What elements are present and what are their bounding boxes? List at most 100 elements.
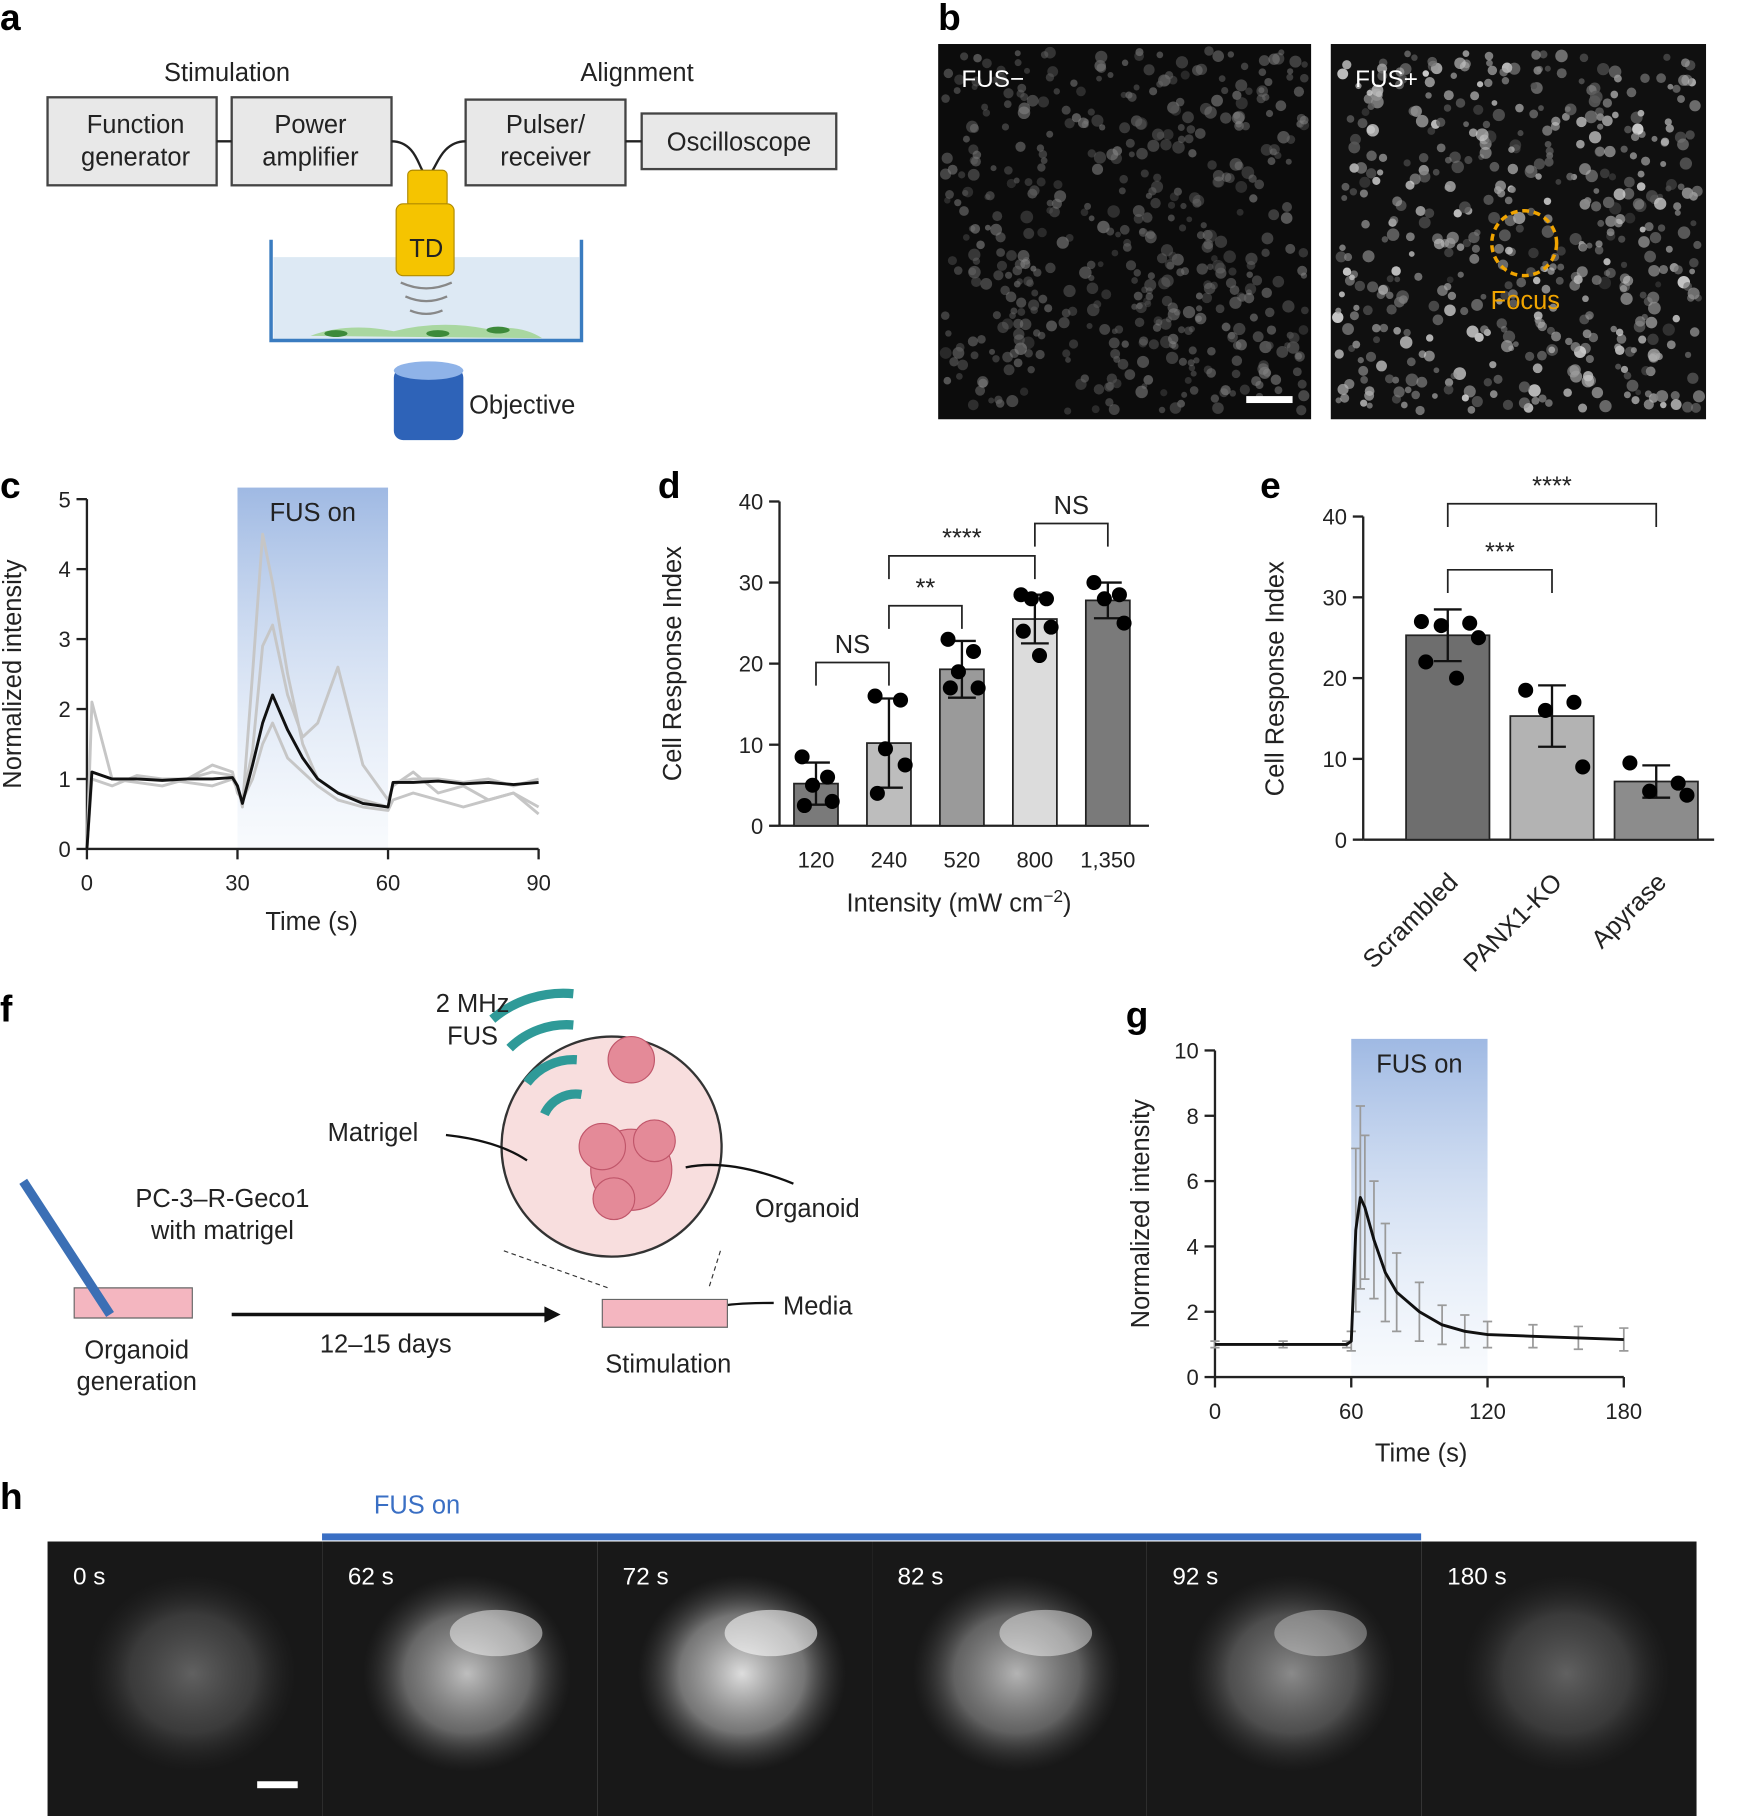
x-tick-label: 1,350 xyxy=(1080,847,1135,872)
nucleus xyxy=(1233,111,1241,119)
nucleus xyxy=(1167,201,1176,209)
nucleus xyxy=(1565,337,1573,346)
y-tick-label: 5 xyxy=(58,487,70,512)
nucleus xyxy=(1556,246,1566,256)
nucleus xyxy=(1460,307,1469,316)
nucleus xyxy=(1195,292,1203,300)
nucleus xyxy=(1453,209,1462,218)
nucleus xyxy=(1691,185,1703,197)
label: Organoid xyxy=(755,1195,860,1223)
nucleus xyxy=(1622,275,1634,286)
nucleus xyxy=(1268,209,1280,221)
nucleus xyxy=(1349,311,1359,321)
nucleus xyxy=(1189,386,1199,395)
nucleus xyxy=(966,120,979,133)
data-point xyxy=(1031,647,1048,664)
nucleus xyxy=(1555,179,1562,185)
nucleus xyxy=(952,346,965,359)
nucleus xyxy=(1508,146,1515,153)
nucleus xyxy=(1471,299,1483,311)
nucleus xyxy=(1013,328,1025,340)
transducer-top xyxy=(407,169,448,208)
nucleus xyxy=(1047,66,1059,78)
nucleus xyxy=(1285,158,1292,165)
nucleus xyxy=(1252,331,1264,343)
nucleus xyxy=(1487,65,1498,76)
nucleus xyxy=(1610,90,1619,99)
x-tick-label: 60 xyxy=(376,871,400,896)
nucleus xyxy=(1212,402,1224,414)
nucleus xyxy=(1537,321,1548,332)
nucleus xyxy=(953,87,961,95)
data-point xyxy=(1470,630,1487,646)
organoid-signal xyxy=(362,1575,572,1772)
nucleus xyxy=(1531,50,1541,60)
nucleus xyxy=(1615,363,1622,370)
nucleus xyxy=(969,156,979,165)
significance-label: NS xyxy=(835,631,870,659)
data-point xyxy=(940,631,956,647)
nucleus xyxy=(1585,311,1594,320)
organoid-signal xyxy=(88,1575,297,1772)
nucleus xyxy=(1366,402,1373,409)
nucleus xyxy=(1099,323,1111,335)
nucleus xyxy=(1682,401,1693,413)
nucleus xyxy=(1079,266,1092,279)
nucleus xyxy=(1457,271,1464,278)
arrow-head xyxy=(544,1306,561,1323)
nucleus xyxy=(1296,113,1306,123)
nucleus xyxy=(1144,279,1157,292)
nucleus xyxy=(1665,245,1673,253)
nucleus xyxy=(1040,157,1048,164)
nucleus xyxy=(1295,352,1303,360)
box-label: Pulser/ xyxy=(506,111,586,139)
nucleus xyxy=(1133,84,1140,91)
nucleus xyxy=(1332,311,1344,324)
nucleus xyxy=(1605,267,1616,279)
nucleus xyxy=(1418,152,1429,163)
nucleus xyxy=(1086,260,1096,270)
nucleus xyxy=(1006,395,1019,408)
nucleus xyxy=(1201,241,1214,253)
nucleus xyxy=(939,347,952,359)
image-label: FUS− xyxy=(961,66,1024,93)
nucleus xyxy=(941,152,953,164)
nucleus xyxy=(1397,74,1408,84)
nucleus xyxy=(1632,123,1644,135)
nucleus xyxy=(1657,224,1666,232)
nucleus xyxy=(1446,276,1454,284)
nucleus xyxy=(1235,181,1248,193)
nucleus xyxy=(1359,176,1371,188)
nucleus xyxy=(1064,407,1072,415)
nucleus xyxy=(1335,307,1342,314)
nucleus xyxy=(1433,367,1440,374)
nucleus xyxy=(1462,238,1472,248)
nucleus xyxy=(1360,399,1368,407)
y-tick-label: 8 xyxy=(1187,1104,1199,1129)
nucleus xyxy=(1614,343,1622,351)
nucleus xyxy=(1689,268,1696,275)
nucleus xyxy=(1403,159,1411,167)
nucleus xyxy=(1502,399,1514,410)
significance-bracket xyxy=(1446,502,1658,527)
scale-bar xyxy=(257,1781,298,1789)
nucleus xyxy=(1266,325,1277,335)
nucleus xyxy=(1667,83,1674,90)
nucleus xyxy=(970,351,979,360)
nucleus xyxy=(1384,374,1395,384)
nucleus xyxy=(962,186,974,198)
nucleus xyxy=(1221,322,1231,332)
nucleus xyxy=(1076,86,1086,97)
nucleus xyxy=(1142,212,1153,223)
nucleus xyxy=(1468,128,1478,137)
data-point xyxy=(1433,618,1449,634)
nucleus xyxy=(1531,396,1540,405)
nucleus xyxy=(1543,197,1552,205)
nucleus xyxy=(1629,152,1638,160)
nucleus xyxy=(1595,240,1603,248)
x-tick-label: 0 xyxy=(1209,1399,1221,1424)
significance-bracket xyxy=(815,661,890,686)
nucleus xyxy=(1363,94,1374,104)
nucleus xyxy=(1381,236,1389,243)
nucleus xyxy=(1500,290,1510,300)
